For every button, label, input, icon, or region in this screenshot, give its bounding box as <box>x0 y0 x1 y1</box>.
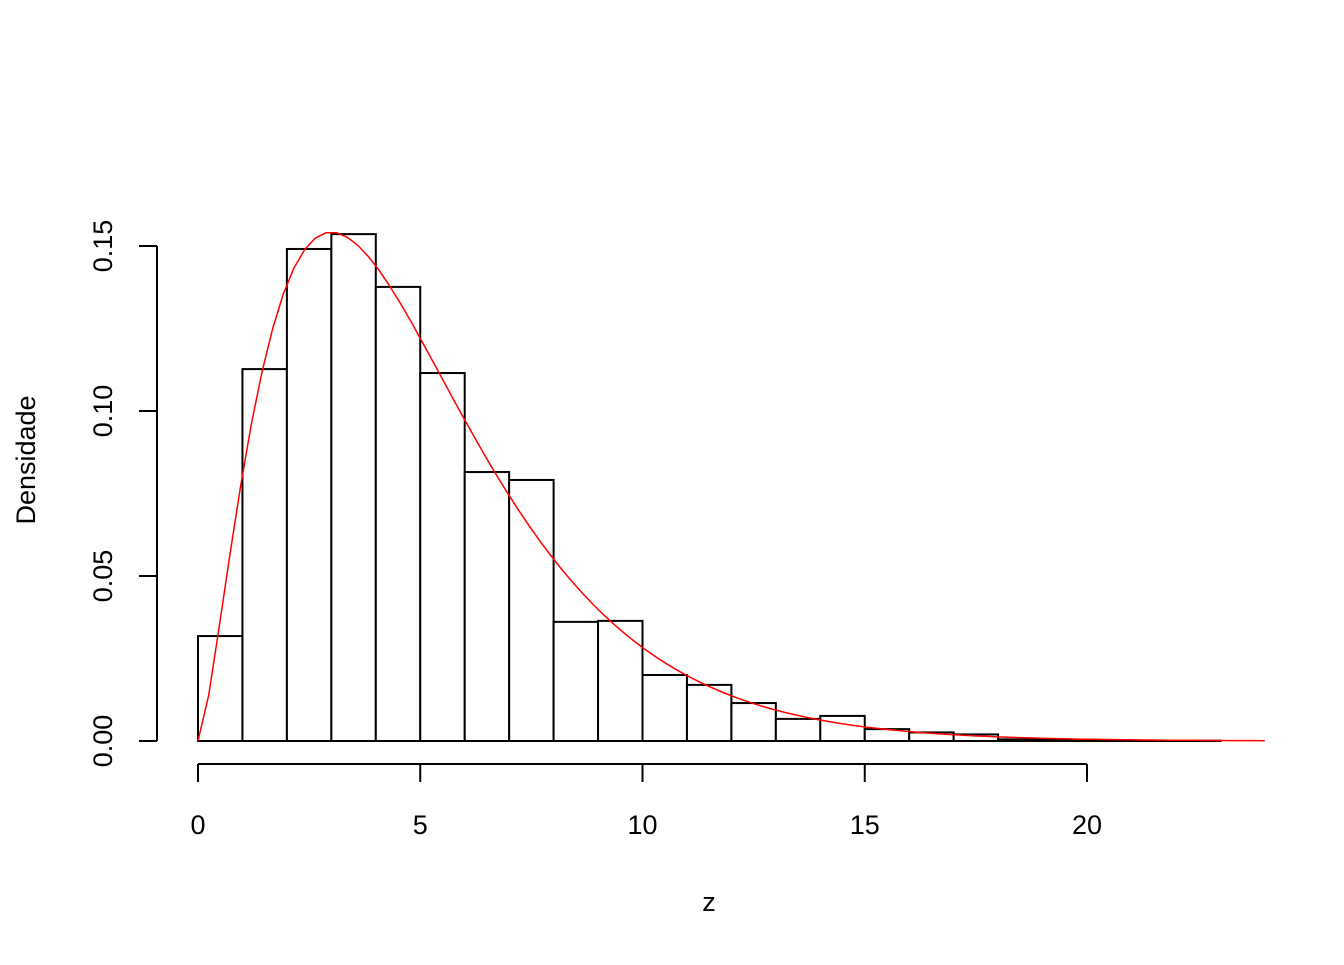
histogram-bar <box>509 480 553 741</box>
histogram-bar <box>198 636 242 741</box>
histogram-bar <box>554 622 598 741</box>
x-axis: 0 5 10 15 20 <box>190 764 1102 840</box>
x-tick-label: 10 <box>627 810 657 840</box>
y-tick-label: 0.00 <box>88 715 118 768</box>
histogram-bar <box>242 369 286 741</box>
y-axis: 0.00 0.05 0.10 0.15 <box>88 220 157 768</box>
histogram-bar <box>643 675 687 741</box>
y-tick-label: 0.15 <box>88 220 118 273</box>
y-tick-label: 0.05 <box>88 550 118 603</box>
histogram-bar <box>1043 740 1087 741</box>
x-tick-label: 5 <box>413 810 428 840</box>
x-tick-label: 20 <box>1072 810 1102 840</box>
histogram-bar <box>820 716 864 741</box>
histogram-bar <box>331 234 375 741</box>
histogram-bar <box>776 719 820 741</box>
histogram-bar <box>998 739 1042 741</box>
x-axis-label: z <box>702 887 716 917</box>
x-tick-label: 0 <box>190 810 205 840</box>
bars <box>198 234 1220 741</box>
y-axis-label: Densidade <box>11 395 41 524</box>
histogram-bar <box>598 621 642 741</box>
histogram-bar <box>287 249 331 741</box>
histogram-bar <box>465 472 509 741</box>
y-tick-label: 0.10 <box>88 385 118 438</box>
histogram-bar <box>376 287 420 741</box>
x-tick-label: 15 <box>850 810 880 840</box>
histogram-bar <box>420 373 464 741</box>
